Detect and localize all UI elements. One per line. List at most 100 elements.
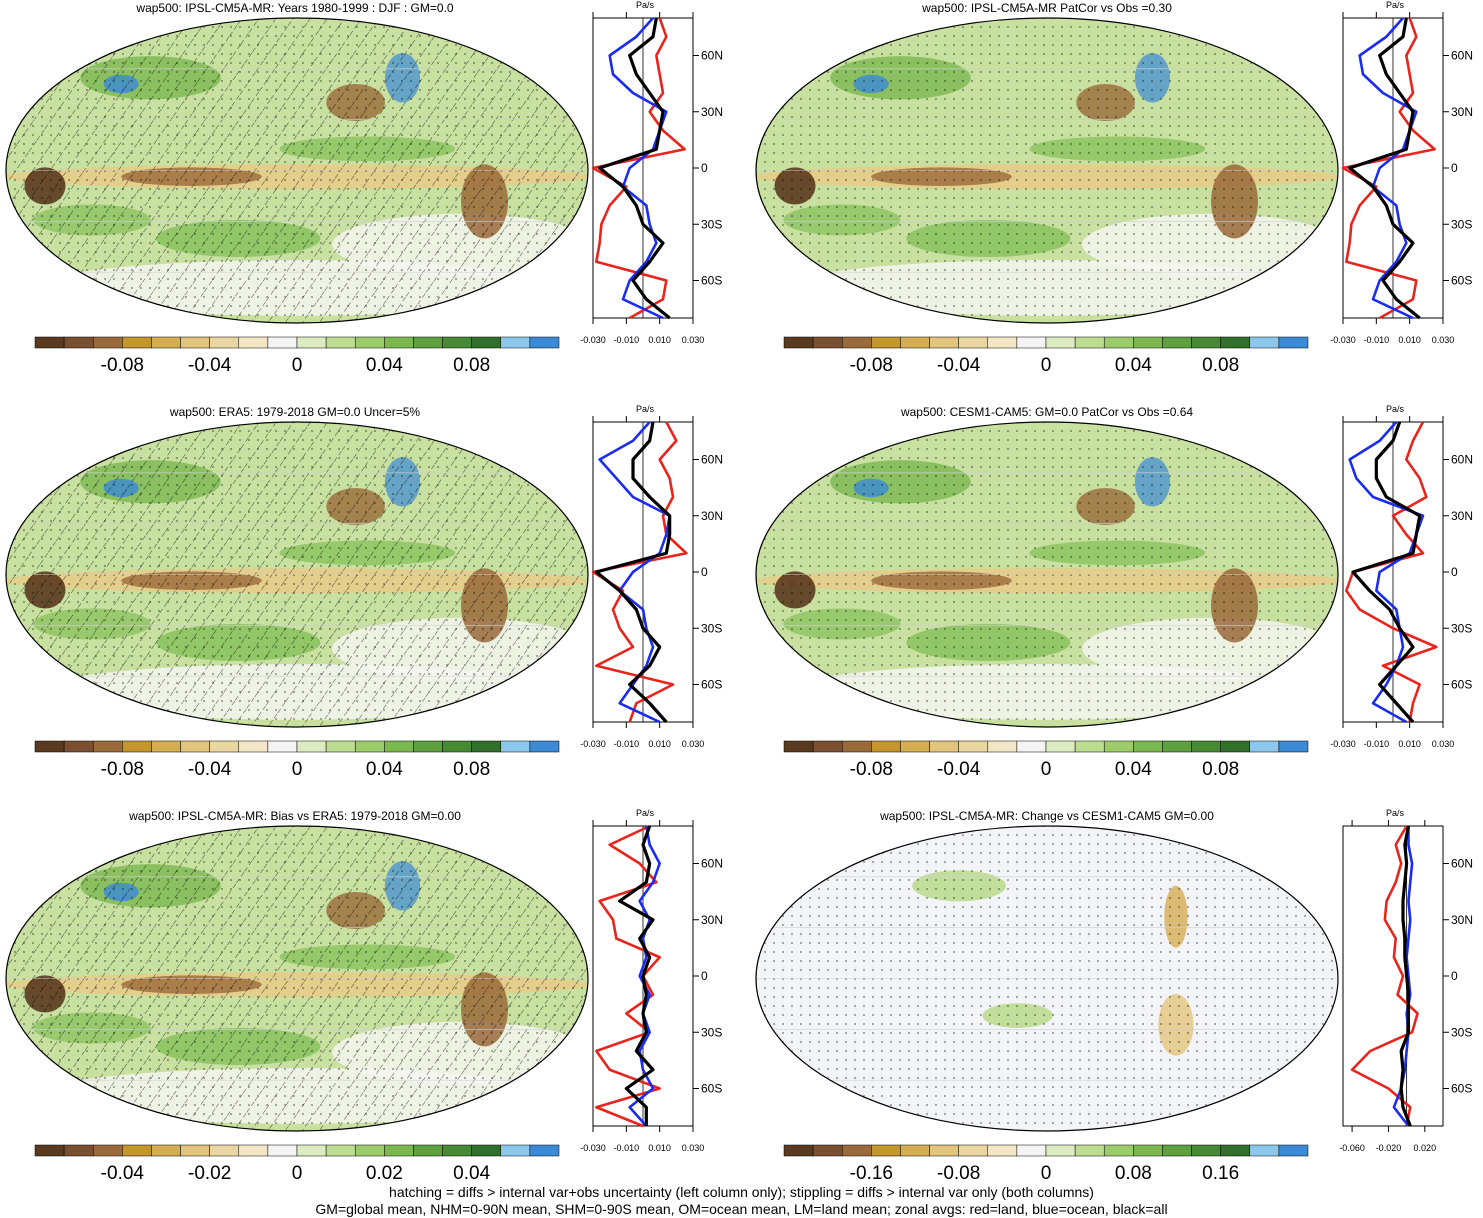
colorbar-box	[413, 1144, 443, 1157]
colorbar-box	[500, 1144, 531, 1157]
all-line	[594, 421, 672, 724]
colorbar-box	[783, 740, 814, 753]
x-tick-label: 0.030	[682, 739, 705, 749]
x-tick-label: 0.020	[1414, 1143, 1437, 1153]
zonal-profile: Pa/s 60N 30N 0 30S 60S -0.030 -0.010 0.010 0.030	[1330, 404, 1473, 749]
x-tick-label: 0.030	[1432, 739, 1455, 749]
lat-tick-label: 30S	[1451, 217, 1472, 231]
zonal-profile: Pa/s 60N 30N 0 30S 60S -0.030 -0.010 0.010 0.030	[580, 808, 723, 1153]
x-tick-label: -0.010	[614, 1143, 640, 1153]
colorbar-box	[122, 740, 152, 753]
colorbar-box	[296, 336, 327, 349]
zonal-profile: Pa/s 60N 30N 0 30S 60S -0.060 -0.020 0.020	[1339, 808, 1473, 1153]
colorbar-box	[1249, 1144, 1280, 1157]
colorbar-box	[354, 336, 385, 349]
colorbar-box	[1191, 1144, 1221, 1157]
colorbar-box	[1103, 740, 1134, 753]
map-field	[6, 422, 588, 727]
colorbar-box	[783, 336, 814, 349]
lat-tick-label: 60N	[701, 857, 723, 871]
lat-tick-label: 30N	[701, 105, 723, 119]
colorbar-box	[209, 1144, 240, 1157]
lat-tick-label: 30N	[1451, 509, 1473, 523]
colorbar-box	[1133, 1144, 1163, 1157]
colorbar-box	[1220, 740, 1251, 753]
map-outline	[5, 421, 589, 728]
map	[5, 421, 589, 728]
colorbar-tick-label: 0.08	[1202, 759, 1239, 780]
map-outline	[755, 825, 1339, 1132]
lat-tick-label: 60S	[1451, 1082, 1472, 1096]
colorbar-tick-label: 0.08	[1115, 1163, 1152, 1184]
lat-tick-label: 60N	[701, 453, 723, 467]
colorbar-box	[63, 740, 94, 753]
panel-title: wap500: IPSL-CM5A-MR: Change vs CESM1-CA…	[880, 809, 1214, 823]
lat-tick-label: 0	[701, 565, 708, 579]
colorbar-box	[471, 740, 502, 753]
x-tick-label: -0.060	[1339, 1143, 1365, 1153]
colorbar: -0.04 -0.02 0 0.02 0.04	[34, 1144, 560, 1184]
x-tick-label: -0.030	[1330, 335, 1356, 345]
colorbar-box	[1103, 336, 1134, 349]
colorbar-box	[442, 1144, 472, 1157]
lat-tick-label: 60N	[1451, 453, 1473, 467]
colorbar-tick-label: -0.04	[188, 759, 232, 780]
footer-note-1: hatching = diffs > internal var+obs unce…	[389, 1184, 1094, 1200]
profile-unit-label: Pa/s	[1386, 0, 1405, 10]
lat-tick-label: 60N	[1451, 49, 1473, 63]
colorbar-tick-label: 0.08	[453, 355, 490, 376]
lat-tick-label: 30S	[701, 621, 722, 635]
map-field	[6, 18, 588, 323]
ocean-line	[598, 421, 671, 724]
colorbar-box	[1016, 740, 1047, 753]
colorbar-tick-label: 0.16	[1202, 1163, 1239, 1184]
colorbar-tick-label: -0.08	[101, 759, 144, 780]
colorbar-box	[529, 336, 560, 349]
colorbar-box	[92, 1144, 123, 1157]
colorbar-box	[1133, 336, 1163, 349]
colorbar-box	[151, 1144, 181, 1157]
x-tick-label: -0.010	[1364, 739, 1390, 749]
colorbar-box	[1278, 336, 1309, 349]
ocean-line	[1348, 421, 1425, 724]
colorbar-tick-label: 0.04	[366, 355, 403, 376]
colorbar: -0.08 -0.04 0 0.04 0.08	[34, 740, 560, 780]
x-tick-label: 0.010	[1398, 739, 1421, 749]
colorbar-box	[1278, 1144, 1309, 1157]
colorbar-tick-label: 0.04	[453, 1163, 490, 1184]
colorbar-tick-label: 0.08	[453, 759, 490, 780]
lat-tick-label: 60S	[701, 678, 722, 692]
lat-tick-label: 30N	[701, 509, 723, 523]
land-line	[591, 17, 686, 320]
colorbar-box	[1074, 1144, 1105, 1157]
panel-title: wap500: ERA5: 1979-2018 GM=0.0 Uncer=5%	[169, 405, 421, 419]
colorbar-box	[325, 336, 356, 349]
colorbar-box	[209, 740, 240, 753]
colorbar-box	[1220, 336, 1251, 349]
colorbar-box	[34, 740, 65, 753]
all-line	[1399, 825, 1412, 1127]
x-tick-label: 0.010	[648, 739, 671, 749]
colorbar-box	[841, 740, 872, 753]
colorbar-box	[92, 336, 123, 349]
colorbar-tick-label: 0.02	[366, 1163, 403, 1184]
x-tick-label: -0.020	[1376, 1143, 1402, 1153]
lat-tick-label: 30S	[1451, 1025, 1472, 1039]
lat-tick-label: 60N	[701, 49, 723, 63]
colorbar-box	[1249, 740, 1280, 753]
colorbar-box	[122, 336, 152, 349]
colorbar-box	[900, 1144, 930, 1157]
colorbar-box	[63, 1144, 94, 1157]
lat-tick-label: 30S	[701, 1025, 722, 1039]
colorbar-box	[442, 740, 472, 753]
map-outline	[5, 825, 589, 1132]
lat-tick-label: 60S	[1451, 274, 1472, 288]
colorbar-box	[325, 740, 356, 753]
colorbar-tick-label: -0.04	[188, 355, 232, 376]
colorbar-box	[1162, 740, 1192, 753]
colorbar-box	[529, 1144, 560, 1157]
colorbar-box	[929, 740, 959, 753]
colorbar-tick-label: -0.02	[188, 1163, 231, 1184]
colorbar-box	[384, 1144, 414, 1157]
x-tick-label: -0.030	[1330, 739, 1356, 749]
